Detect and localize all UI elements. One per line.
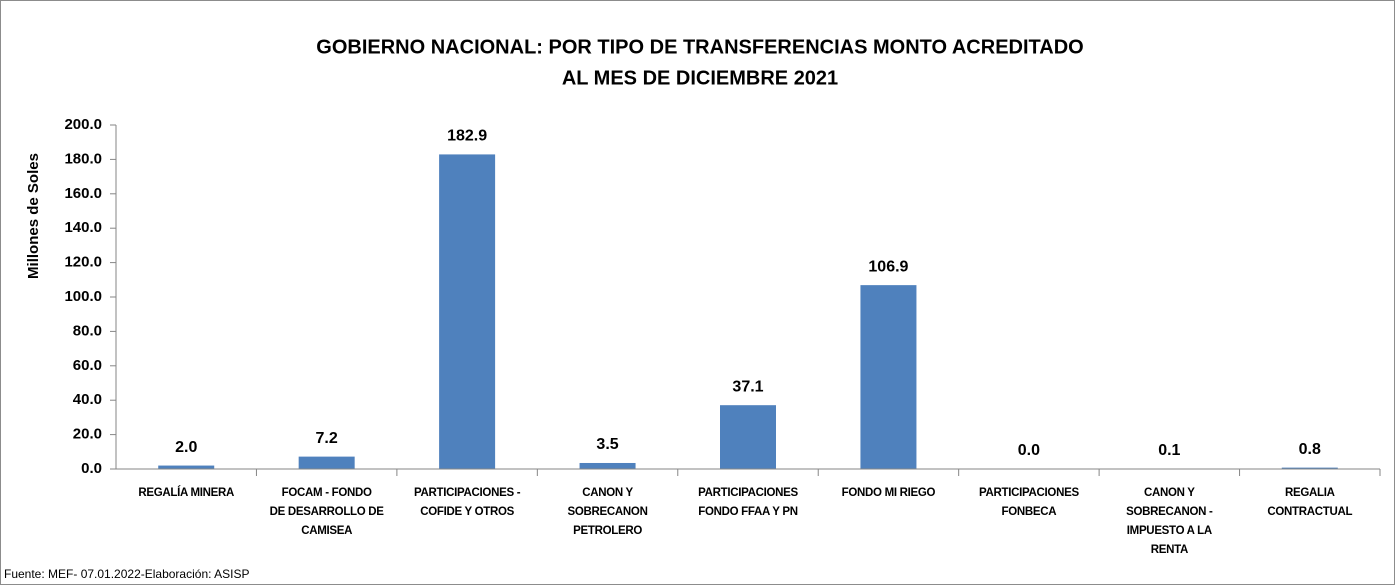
bar [579, 462, 636, 469]
x-tick-label: COFIDE Y OTROS [420, 506, 514, 518]
x-tick-label: CANON Y [582, 487, 633, 499]
value-label: 3.5 [596, 436, 618, 453]
x-tick-label: SOBRECANON - [1126, 506, 1213, 518]
value-label: 0.1 [1158, 442, 1180, 459]
value-label: 2.0 [175, 439, 197, 456]
y-tick-label: 80.0 [73, 322, 102, 339]
x-tick-label: FONDO MI RIEGO [842, 487, 936, 499]
x-tick-label: DE DESARROLLO DE [270, 506, 385, 518]
y-tick-label: 60.0 [73, 357, 102, 374]
bar [860, 285, 917, 469]
x-tick-label: FOCAM - FONDO [282, 487, 372, 499]
bar [298, 456, 355, 469]
x-tick-label: FONBECA [1002, 506, 1057, 518]
value-label: 182.9 [447, 128, 487, 145]
x-tick-label: CAMISEA [301, 525, 352, 537]
bar [439, 154, 496, 470]
bar [720, 405, 776, 469]
x-tick-label: RENTA [1151, 544, 1188, 556]
x-tick-label: PARTICIPACIONES [698, 487, 798, 499]
x-tick-label: PARTICIPACIONES [979, 487, 1079, 499]
x-tick-label: FONDO FFAA Y PN [698, 506, 797, 518]
y-tick-label: 20.0 [73, 426, 102, 443]
x-tick-label: PARTICIPACIONES - [414, 487, 521, 499]
x-tick-label: REGALÍA MINERA [138, 486, 234, 499]
chart-title: GOBIERNO NACIONAL: POR TIPO DE TRANSFERE… [316, 36, 1083, 58]
bar [158, 465, 215, 469]
bar [1281, 467, 1338, 469]
value-label: 37.1 [732, 378, 763, 395]
y-tick-label: 0.0 [81, 460, 102, 477]
source: Fuente: MEF- 07.01.2022-Elaboración: ASI… [4, 567, 249, 581]
value-label: 0.8 [1299, 441, 1321, 458]
value-label: 7.2 [316, 430, 338, 447]
y-tick-label: 140.0 [64, 219, 102, 236]
x-tick-label: PETROLERO [573, 525, 642, 537]
y-tick-label: 180.0 [64, 150, 102, 167]
x-tick-label: SOBRECANON [568, 506, 648, 518]
x-tick-label: CANON Y [1144, 487, 1195, 499]
y-tick-label: 40.0 [73, 391, 102, 408]
x-tick-label: REGALIA [1285, 487, 1335, 499]
value-label: 106.9 [868, 258, 908, 275]
x-tick-label: IMPUESTO A LA [1127, 525, 1212, 537]
y-tick-label: 120.0 [64, 254, 102, 271]
y-tick-label: 200.0 [64, 116, 102, 133]
y-tick-label: 100.0 [64, 288, 102, 305]
value-label: 0.0 [1018, 442, 1040, 459]
y-tick-label: 160.0 [64, 185, 102, 202]
chart-title: AL MES DE DICIEMBRE 2021 [562, 67, 838, 89]
y-axis-label: Millones de Soles [25, 153, 42, 279]
x-tick-label: CONTRACTUAL [1267, 506, 1352, 518]
